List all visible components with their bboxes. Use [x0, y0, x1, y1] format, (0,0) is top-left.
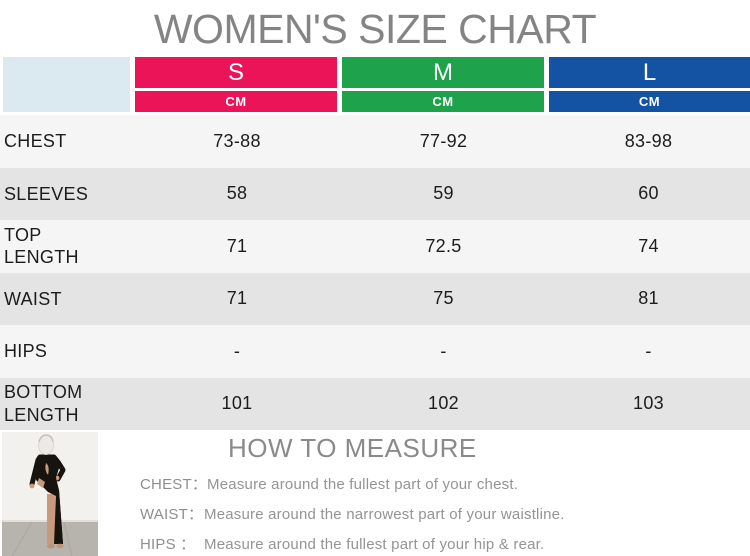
measure-line-chest: CHEST：Measure around the fullest part of… [140, 473, 750, 494]
row-label: HIPS [4, 341, 48, 361]
cell-value: 74 [638, 235, 659, 256]
row-label: TOP LENGTH [4, 224, 79, 268]
size-col-s: S [135, 57, 337, 88]
measure-text: Measure around the narrowest part of you… [204, 506, 565, 523]
measure-label: CHEST： [140, 476, 208, 493]
how-to-measure-content: HOW TO MEASURE CHEST：Measure around the … [98, 430, 750, 556]
cell-value: 101 [221, 393, 253, 414]
unit-cell-s: CM [135, 91, 337, 112]
size-col-l: L [549, 57, 750, 88]
cell-value: - [645, 340, 652, 361]
cell-value: 60 [638, 183, 659, 204]
cell-value: 71 [226, 235, 248, 256]
row-label: CHEST [4, 131, 67, 151]
table-row-top-length: TOP LENGTH 71 72.5 74 [0, 220, 750, 273]
measure-line-hips: HIPS ： Measure around the fullest part of… [140, 533, 750, 554]
cell-value: 72.5 [425, 235, 462, 256]
measure-text: Measure around the fullest part of your … [204, 536, 545, 553]
size-header: S M L CM CM CM [0, 57, 750, 112]
table-row-chest: CHEST 73-88 77-92 83-98 [0, 115, 750, 168]
table-row-waist: WAIST 71 75 81 [0, 272, 750, 325]
how-to-measure-heading: HOW TO MEASURE [228, 433, 477, 463]
cell-value: 83-98 [624, 130, 673, 151]
cell-value: 58 [226, 183, 248, 204]
cell-value: 75 [433, 288, 454, 309]
cell-value: 103 [633, 393, 664, 414]
cell-value: - [440, 340, 447, 361]
measure-line-waist: WAIST：Measure around the narrowest part … [140, 503, 750, 524]
page-title: WOMEN'S SIZE CHART [153, 6, 597, 52]
measure-text: Measure around the fullest part of your … [207, 476, 519, 493]
unit-cell-m: CM [342, 91, 544, 112]
measure-label: WAIST： [140, 506, 204, 523]
table-row-bottom-length: BOTTOM LENGTH 101 102 103 [0, 377, 750, 430]
cell-value: 73-88 [213, 130, 261, 151]
cell-value: - [233, 340, 241, 361]
table-row-hips: HIPS - - - [0, 325, 750, 378]
table-row-sleeves: SLEEVES 58 59 60 [0, 167, 750, 220]
unit-cell-l: CM [549, 91, 750, 112]
cell-value: 81 [638, 288, 659, 309]
cell-value: 77-92 [419, 130, 468, 151]
cell-value: 71 [226, 288, 248, 309]
row-label: WAIST [4, 288, 62, 309]
cell-value: 102 [428, 393, 459, 414]
measure-label: HIPS ： [140, 536, 196, 553]
how-to-measure-section: HOW TO MEASURE CHEST：Measure around the … [0, 430, 750, 556]
corner-cell [3, 57, 130, 112]
model-photo-illustration [2, 432, 98, 556]
model-photo [2, 432, 98, 556]
size-table-body: CHEST 73-88 77-92 83-98 SLEEVES 58 59 60… [0, 115, 750, 430]
row-label: BOTTOM LENGTH [4, 382, 83, 425]
row-label: SLEEVES [4, 183, 89, 204]
cell-value: 59 [433, 183, 454, 204]
size-col-m: M [342, 57, 544, 88]
